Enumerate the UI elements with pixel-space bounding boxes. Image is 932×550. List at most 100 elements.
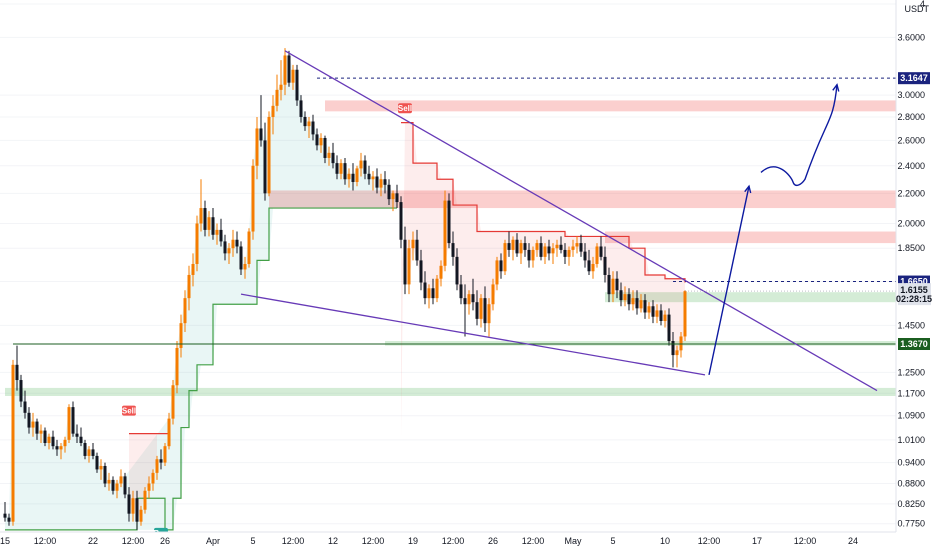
candle-body — [535, 243, 539, 250]
y-tick-label: 3.0000 — [897, 90, 925, 100]
candle-body — [559, 244, 563, 250]
candle-body — [43, 430, 47, 444]
x-tick-label: 5 — [610, 536, 615, 546]
candle-body — [27, 412, 31, 428]
candle-body — [187, 274, 191, 299]
candle-body — [371, 176, 375, 180]
candle-body — [643, 300, 647, 313]
x-tick-label: 12 — [328, 536, 338, 546]
last-price-text: 1.6155 — [900, 285, 928, 295]
candle-body — [431, 288, 435, 299]
x-tick-label: 12:00 — [362, 536, 385, 546]
x-tick-label: 26 — [160, 536, 170, 546]
candle-body — [7, 517, 11, 522]
candle-body — [427, 288, 431, 299]
candle-body — [123, 476, 127, 495]
x-tick-label: 17 — [752, 536, 762, 546]
candle-body — [403, 239, 407, 285]
candle-body — [607, 274, 611, 295]
signal-text: Sell — [398, 104, 412, 113]
candle-body — [599, 246, 603, 257]
candle-body — [447, 200, 451, 244]
time-axis[interactable]: 15 12:00 22 12:00 26 Apr 5 12:00 12 12:00 19 12:00 2… — [0, 531, 932, 550]
zone-band — [605, 292, 896, 303]
candle-body — [359, 160, 363, 169]
y-tick-label: 1.0900 — [897, 411, 925, 421]
candle-body — [347, 173, 351, 180]
candle-body — [363, 160, 367, 174]
candle-body — [667, 314, 671, 342]
candle-body — [103, 465, 107, 484]
candle-body — [583, 251, 587, 261]
candle-body — [255, 128, 259, 166]
price-axis[interactable]: USDT 4 3.6000 3.0000 2.8000 2.6000 2.4000 2.20… — [895, 0, 932, 532]
candle-body — [519, 243, 523, 254]
candle-body — [71, 407, 75, 434]
candle-body — [563, 249, 567, 257]
candle-body — [511, 239, 515, 250]
candle-body — [215, 229, 219, 235]
candle-body — [283, 55, 287, 85]
candle-body — [443, 200, 447, 266]
y-tick-label: 2.2000 — [897, 188, 925, 198]
candle-body — [11, 364, 15, 522]
candle-body — [235, 239, 239, 247]
signal-badge — [122, 405, 136, 416]
x-tick-label: 5 — [250, 536, 255, 546]
signal-badge — [398, 103, 412, 114]
candle-body — [659, 310, 663, 322]
candle-body — [675, 350, 679, 356]
candle-body — [411, 239, 415, 249]
candle-body — [171, 385, 175, 419]
candle-body — [547, 246, 551, 254]
candle-body — [63, 439, 67, 447]
candle-body — [591, 263, 595, 272]
candle-body — [463, 298, 467, 305]
candle-body — [343, 163, 347, 180]
candle-body — [311, 121, 315, 135]
candle-body — [135, 498, 139, 522]
candle-body — [199, 208, 203, 224]
candle-body — [79, 436, 83, 444]
currency-label: USDT — [905, 4, 930, 14]
candle-body — [683, 291, 687, 337]
badge-text: 1.3670 — [900, 339, 928, 349]
candle-body — [499, 260, 503, 272]
candle-body — [423, 282, 427, 299]
zone-band — [385, 341, 896, 346]
candle-body — [151, 472, 155, 484]
y-tick-label: 0.8250 — [897, 499, 925, 509]
candle-body — [475, 302, 479, 319]
projection-arrow-up — [708, 186, 750, 376]
candle-body — [603, 256, 607, 275]
candle-body — [219, 229, 223, 242]
candle-body — [167, 418, 171, 447]
candle-body — [83, 443, 87, 456]
candle-body — [251, 165, 255, 232]
arrowhead — [744, 184, 752, 194]
badge-text: 1.6650 — [900, 277, 928, 287]
trendline — [284, 50, 878, 392]
candle-body — [303, 116, 307, 127]
candle-body — [595, 246, 599, 264]
candlesticks — [3, 48, 687, 530]
candle-body — [147, 483, 151, 491]
candle-body — [575, 243, 579, 247]
candle-body — [367, 173, 371, 180]
candle-body — [271, 105, 275, 117]
signal-text: Sell — [122, 407, 136, 416]
candle-body — [119, 476, 123, 484]
candle-body — [351, 173, 355, 183]
supertrend-up-line — [5, 207, 397, 531]
y-tick-label: 4 — [920, 0, 925, 9]
x-tick-label: 15 — [0, 536, 10, 546]
x-tick-label: 10 — [660, 536, 670, 546]
candle-body — [55, 446, 59, 450]
candle-body — [91, 449, 95, 456]
candle-body — [395, 193, 399, 203]
candle-body — [279, 84, 283, 90]
candle-body — [651, 306, 655, 317]
